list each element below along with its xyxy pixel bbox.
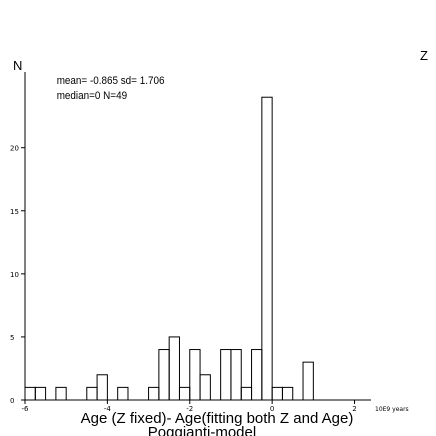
histogram-bar: [168, 336, 180, 401]
histogram-bar: [24, 386, 36, 401]
y-tick-label: 15: [10, 208, 19, 216]
histogram-bar: [148, 386, 160, 401]
y-ticks: 0 5 10 15 20: [10, 145, 25, 405]
histogram-bar: [302, 361, 314, 401]
x-unit-label: 10E9 years: [375, 406, 409, 413]
x-ticks: -6 -4 -2 0 2: [22, 400, 357, 413]
histogram-bar: [281, 386, 294, 401]
histogram-bar: [189, 349, 201, 401]
y-tick-label: 5: [10, 334, 14, 342]
histogram-bar: [34, 386, 47, 401]
stats-line-1: mean= -0.865 sd= 1.706: [57, 76, 165, 88]
histogram-bar: [261, 96, 273, 401]
y-tick-label: 20: [10, 145, 19, 153]
x-tick-label: -6: [22, 405, 30, 413]
y-axis-label: N: [13, 58, 22, 73]
x-tick-label: -4: [104, 405, 112, 413]
histogram-bar: [220, 349, 232, 401]
histogram-bar: [271, 386, 283, 401]
histogram-bar: [117, 386, 129, 401]
histogram-bar: [86, 386, 98, 401]
histogram-bar: [55, 386, 67, 401]
stats-line-2: median=0 N=49: [57, 91, 128, 103]
x-tick-label: 0: [270, 405, 274, 413]
histogram-bar: [178, 386, 191, 401]
histogram-bar: [240, 386, 253, 401]
axes: [24, 72, 371, 401]
histogram-bar: [230, 349, 242, 401]
histogram-bar: [96, 374, 108, 401]
x-axis-title-line-1: Age (Z fixed)- Age(fitting both Z and Ag…: [81, 410, 354, 427]
x-tick-label: 2: [352, 405, 356, 413]
x-tick-label: -2: [186, 405, 193, 413]
top-marker-label: Z: [420, 48, 428, 63]
y-tick-label: 0: [10, 397, 14, 405]
y-tick-label: 10: [10, 271, 19, 279]
histogram-bar: [251, 349, 263, 401]
histogram-bars: [24, 96, 314, 401]
x-axis-title-line-2: Poggianti-model: [148, 424, 256, 436]
histogram-bar: [199, 374, 211, 401]
histogram-bar: [158, 349, 170, 401]
